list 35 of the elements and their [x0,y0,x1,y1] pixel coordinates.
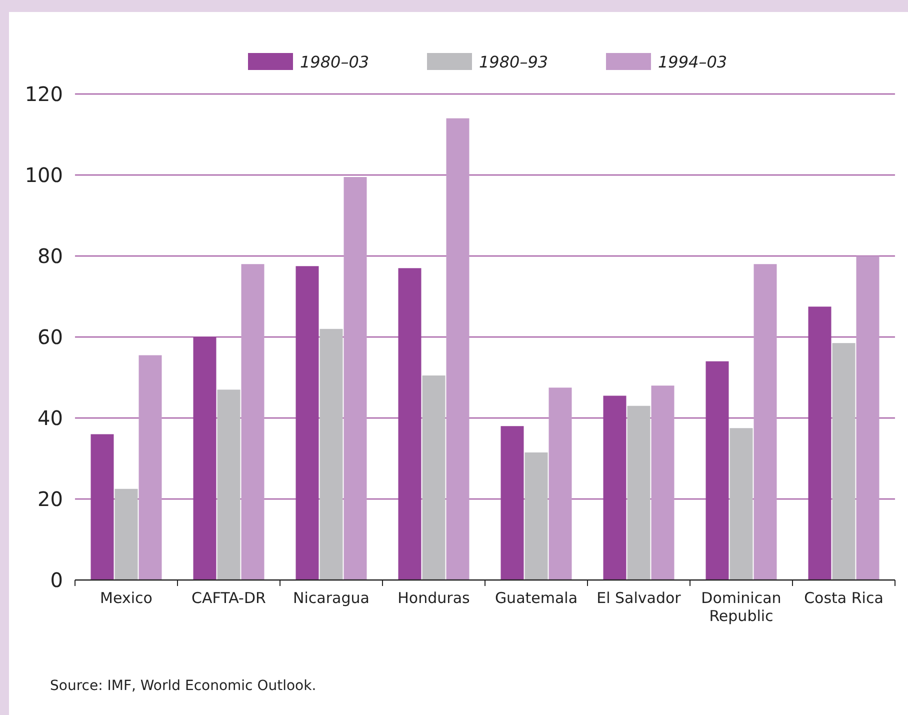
x-tick-label: CAFTA-DR [192,589,266,607]
x-tick-label: El Salvador [596,589,682,607]
bar [217,390,240,580]
x-tick-label: Dominican Republic [701,589,782,625]
bar [446,118,470,580]
x-tick-label: Guatemala [494,589,578,607]
legend-label: 1980–93 [479,52,548,72]
bar [651,386,674,580]
bar [627,406,650,580]
y-tick-label: 100 [24,163,63,187]
bar [241,264,264,580]
legend-label: 1994–03 [658,52,728,72]
bar [344,177,367,580]
y-tick-label: 20 [38,487,63,511]
x-tick-label: Costa Rica [804,589,884,607]
bar [856,256,880,580]
x-tick-label: Honduras [398,589,470,607]
y-tick-label: 60 [38,325,63,349]
y-tick-label: 80 [38,244,63,268]
legend-label: 1980–03 [300,52,370,72]
bar [320,328,343,580]
source-note: Source: IMF, World Economic Outlook. [50,678,316,694]
bar [754,264,777,580]
bar [548,388,572,580]
bar [114,488,138,580]
y-tick-label: 0 [50,568,63,592]
bar [832,343,856,580]
bar [422,375,446,580]
bar [138,355,162,580]
x-tick-label: Mexico [100,589,152,607]
y-tick-label: 120 [24,82,63,106]
bar [730,428,753,580]
bar [524,452,548,580]
x-tick-label: Nicaragua [293,589,370,607]
y-tick-label: 40 [38,406,63,430]
